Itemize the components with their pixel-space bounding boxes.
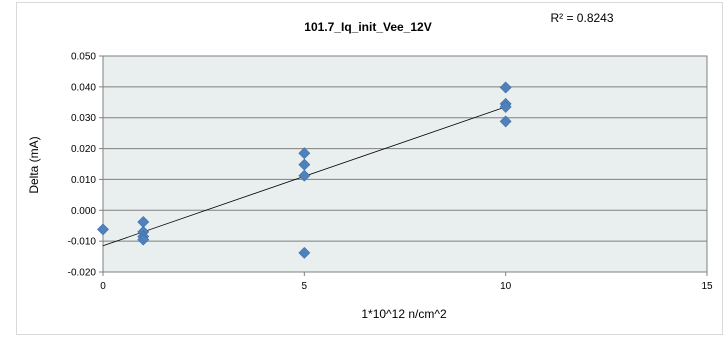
y-tick-label: 0.000 [71,206,96,217]
y-axis-ticks: -0.020 -0.010 0.000 0.010 0.020 0.030 0.040 0.0… [68,52,103,279]
x-axis-ticks: 0 5 10 15 [100,272,713,292]
data-point [499,115,512,128]
data-point [298,169,311,182]
y-tick-label: 0.020 [71,144,96,155]
x-axis-label: 1*10^12 n/cm^2 [361,307,447,321]
data-point [97,223,109,236]
x-tick-label: 0 [100,281,106,292]
plot-area [102,55,708,273]
y-tick-label: -0.020 [68,268,97,279]
y-tick-label: 0.050 [71,52,96,63]
gridlines [103,55,707,273]
data-point [137,233,150,246]
data-point [298,246,311,259]
y-tick-label: 0.040 [71,82,96,93]
y-tick-label: 0.030 [71,113,96,124]
x-tick-label: 15 [701,281,713,292]
y-tick-label: -0.010 [68,237,97,248]
r-squared-label: R² = 0.8243 [550,11,613,25]
y-axis-label: Delta (mA) [27,136,41,193]
y-tick-label: 0.010 [71,175,96,186]
x-tick-label: 10 [500,281,512,292]
data-point [499,100,512,113]
chart-title: 101.7_Iq_init_Vee_12V [304,20,431,34]
data-points [97,81,512,259]
x-tick-label: 5 [302,281,308,292]
data-point [499,81,512,94]
